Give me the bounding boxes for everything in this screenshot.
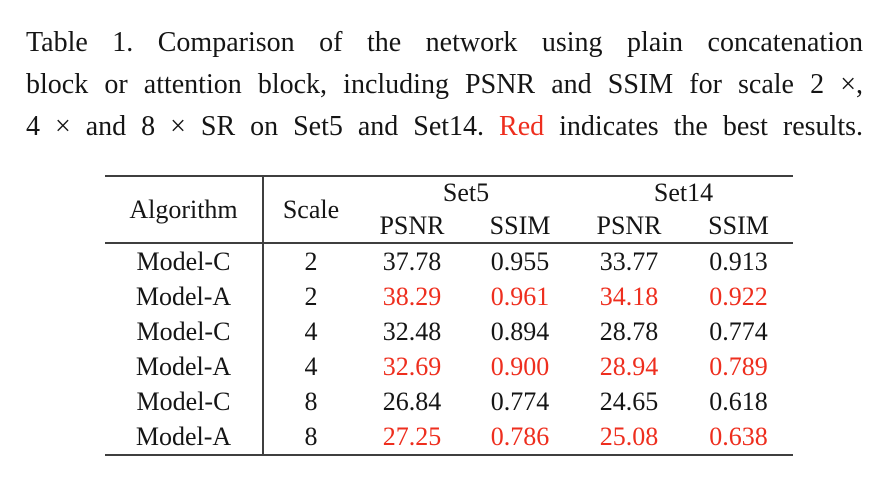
cell-set5-psnr: 32.69 bbox=[382, 351, 442, 381]
header-group-row: Algorithm Scale Set5 Set14 bbox=[105, 176, 793, 243]
results-table: Algorithm Scale Set5 Set14 PSNR SSIM PSN… bbox=[105, 175, 794, 456]
caption-line-1: Table 1. Comparison of the network using… bbox=[26, 27, 863, 58]
caption-line-3-after: indicates the best results. bbox=[559, 111, 864, 142]
caption-line-3: 4 × and 8 × SR on Set5 and Set14. Red in… bbox=[26, 106, 863, 148]
cell-set5-ssim: 0.900 bbox=[490, 351, 550, 381]
cell-algorithm: Model-A bbox=[105, 419, 264, 455]
header-set5-psnr: PSNR bbox=[379, 210, 445, 240]
cell-scale: 2 bbox=[304, 246, 318, 276]
cell-set5-ssim: 0.786 bbox=[490, 421, 550, 451]
header-set5: Set5 bbox=[442, 178, 490, 207]
table-row: Model-A 4 32.69 0.900 28.94 0.789 bbox=[105, 349, 793, 384]
cell-algorithm: Model-C bbox=[105, 243, 264, 279]
cell-set14-ssim: 0.913 bbox=[709, 246, 768, 276]
cell-set14-ssim: 0.922 bbox=[709, 281, 768, 311]
cell-set5-psnr: 27.25 bbox=[382, 421, 442, 451]
cell-set14-psnr: 34.18 bbox=[599, 281, 659, 311]
cell-set5-ssim: 0.894 bbox=[490, 316, 550, 346]
cell-scale: 4 bbox=[304, 316, 318, 346]
cell-set5-psnr: 38.29 bbox=[382, 281, 442, 311]
cell-set5-psnr: 26.84 bbox=[382, 386, 442, 416]
caption-line-3-before: 4 × and 8 × SR on Set5 and Set14. bbox=[26, 111, 485, 142]
cell-algorithm: Model-C bbox=[105, 384, 264, 419]
cell-set14-psnr: 25.08 bbox=[599, 421, 659, 451]
table-row: Model-C 8 26.84 0.774 24.65 0.618 bbox=[105, 384, 793, 419]
cell-scale: 2 bbox=[304, 281, 318, 311]
caption-red-keyword: Red bbox=[499, 111, 545, 142]
cell-set14-ssim: 0.774 bbox=[709, 316, 768, 346]
table-row: Model-C 2 37.78 0.955 33.77 0.913 bbox=[105, 243, 793, 279]
header-set14-psnr: PSNR bbox=[596, 210, 662, 240]
cell-set14-psnr: 28.78 bbox=[599, 316, 659, 346]
header-set5-ssim: SSIM bbox=[489, 210, 551, 240]
cell-algorithm: Model-A bbox=[105, 279, 264, 314]
cell-set5-psnr: 32.48 bbox=[382, 316, 442, 346]
cell-set14-psnr: 24.65 bbox=[599, 386, 659, 416]
table-header: Algorithm Scale Set5 Set14 PSNR SSIM PSN… bbox=[105, 176, 794, 243]
header-scale: Scale bbox=[282, 194, 340, 224]
cell-scale: 8 bbox=[304, 421, 318, 451]
header-set14: Set14 bbox=[653, 178, 714, 207]
table-row: Model-A 2 38.29 0.961 34.18 0.922 bbox=[105, 279, 793, 314]
cell-set5-ssim: 0.955 bbox=[490, 246, 550, 276]
cell-set14-ssim: 0.618 bbox=[709, 386, 768, 416]
cell-set14-ssim: 0.789 bbox=[709, 351, 768, 381]
header-metric-row: PSNR SSIM PSNR SSIM bbox=[105, 209, 793, 243]
table-body: Model-C 2 37.78 0.955 33.77 0.913 Model-… bbox=[105, 243, 793, 455]
cell-set5-ssim: 0.774 bbox=[490, 386, 550, 416]
caption-line-2: block or attention block, including PSNR… bbox=[26, 69, 863, 100]
table-row: Model-C 4 32.48 0.894 28.78 0.774 bbox=[105, 314, 793, 349]
table-caption: Table 1. Comparison of the network using… bbox=[26, 22, 863, 148]
cell-set5-ssim: 0.961 bbox=[490, 281, 550, 311]
table-row: Model-A 8 27.25 0.786 25.08 0.638 bbox=[105, 419, 793, 455]
cell-set14-ssim: 0.638 bbox=[709, 421, 768, 451]
results-table-container: Algorithm Scale Set5 Set14 PSNR SSIM PSN… bbox=[105, 175, 794, 456]
cell-scale: 8 bbox=[304, 386, 318, 416]
cell-set5-psnr: 37.78 bbox=[382, 246, 442, 276]
cell-scale: 4 bbox=[304, 351, 318, 381]
cell-set14-psnr: 33.77 bbox=[599, 246, 659, 276]
cell-set14-psnr: 28.94 bbox=[599, 351, 659, 381]
header-set14-ssim: SSIM bbox=[708, 210, 769, 240]
cell-algorithm: Model-C bbox=[105, 314, 264, 349]
cell-algorithm: Model-A bbox=[105, 349, 264, 384]
header-algorithm: Algorithm bbox=[105, 176, 264, 243]
